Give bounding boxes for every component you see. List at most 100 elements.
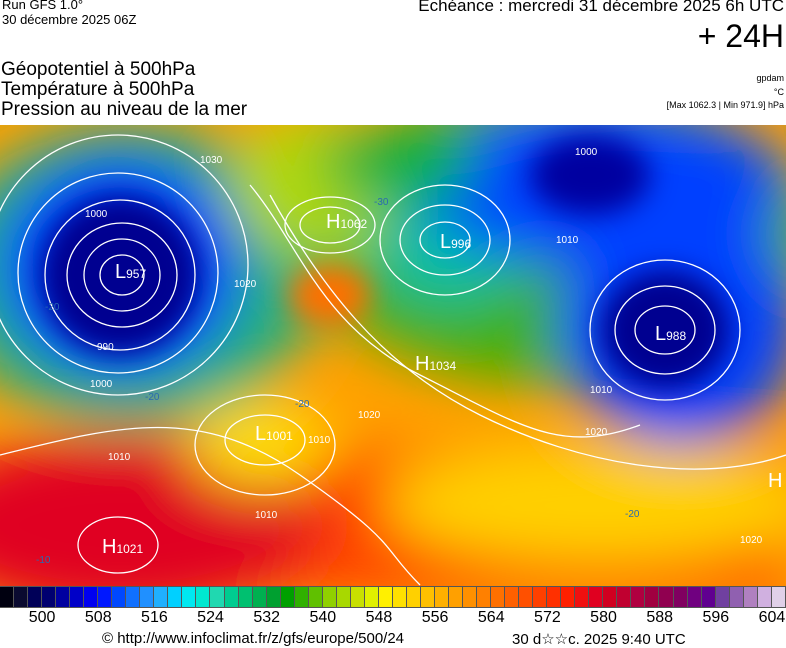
isobar-label: 1000 (90, 379, 113, 390)
colorbar-swatch (14, 587, 29, 607)
colorbar-swatch (238, 587, 253, 607)
colorbar-tick-label: 564 (477, 609, 505, 626)
isobar-label: 1010 (108, 452, 131, 463)
low-center: L988 (655, 323, 686, 345)
colorbar-swatch (210, 587, 225, 607)
pressure-range: [Max 1062.3 | Min 971.9] hPa (666, 100, 784, 110)
isobar-label: 990 (97, 342, 114, 353)
colorbar (0, 586, 786, 608)
colorbar-tick-label: 572 (534, 609, 561, 626)
colorbar-tick-label: 524 (197, 609, 224, 626)
source-url: © http://www.infoclimat.fr/z/gfs/europe/… (102, 630, 405, 647)
title-geopotential: Géopotentiel à 500hPa (1, 59, 196, 80)
colorbar-swatch (322, 587, 337, 607)
colorbar-swatch (547, 587, 562, 607)
colorbar-swatch (561, 587, 576, 607)
colorbar-swatch (70, 587, 85, 607)
colorbar-swatch (56, 587, 71, 607)
colorbar-swatch (168, 587, 183, 607)
high-center: H (768, 470, 782, 492)
colorbar-swatch (603, 587, 618, 607)
colorbar-swatch (126, 587, 141, 607)
colorbar-swatch (224, 587, 239, 607)
isobar-label: 1000 (85, 209, 108, 220)
isobar-label: 1000 (575, 147, 598, 158)
colorbar-swatch (771, 587, 786, 607)
colorbar-swatch (42, 587, 57, 607)
isotherm-label: -20 (45, 302, 60, 313)
colorbar-swatch (182, 587, 197, 607)
colorbar-swatch (434, 587, 449, 607)
colorbar-swatch (477, 587, 492, 607)
colorbar-tick-label: 532 (253, 609, 281, 626)
title-pressure: Pression au niveau de la mer (1, 99, 248, 120)
colorbar-swatch (280, 587, 295, 607)
colorbar-swatch (392, 587, 407, 607)
colorbar-swatch (463, 587, 478, 607)
colorbar-swatch (645, 587, 660, 607)
colorbar-swatch (0, 587, 15, 607)
colorbar-tick-label: 508 (84, 609, 112, 626)
low-center: L996 (440, 231, 471, 253)
colorbar-swatch (406, 587, 421, 607)
colorbar-swatch (533, 587, 548, 607)
colorbar-swatch (350, 587, 365, 607)
colorbar-swatch (757, 587, 772, 607)
colorbar-tick-label: 556 (421, 609, 449, 626)
colorbar-swatch (378, 587, 393, 607)
isobar-label: 1010 (255, 510, 278, 521)
colorbar-tick-label: 596 (702, 609, 730, 626)
colorbar-swatch (420, 587, 435, 607)
colorbar-swatch (687, 587, 702, 607)
isobar-label: 1020 (740, 535, 763, 546)
low-center: L957 (115, 261, 146, 283)
colorbar-swatch (449, 587, 464, 607)
colorbar-tick-label: 500 (28, 609, 56, 626)
units: gpdam °C [Max 1062.3 | Min 971.9] hPa (667, 72, 784, 113)
colorbar-swatch (140, 587, 155, 607)
colorbar-tick-label: 548 (365, 609, 393, 626)
isobar-label: 1010 (590, 385, 613, 396)
isotherm-label: -20 (295, 399, 310, 410)
lead-time: + 24H (697, 18, 784, 54)
isotherm-labels: -20 -30 -20 -20 -20 -10 (36, 197, 640, 566)
colorbar-tick-label: 588 (646, 609, 674, 626)
isobar-label: 1030 (200, 155, 223, 166)
colorbar-swatch (575, 587, 590, 607)
isobar-label: 1020 (234, 279, 257, 290)
isotherm-label: -20 (625, 509, 640, 520)
colorbar-tick-label: 516 (141, 609, 168, 626)
isotherm-label: -10 (36, 555, 51, 566)
colorbar-swatch (631, 587, 646, 607)
colorbar-swatch (715, 587, 730, 607)
run-info: Run GFS 1.0° 30 décembre 2025 06Z (2, 0, 136, 27)
colorbar-tick-label: 540 (309, 609, 337, 626)
colorbar-swatch (743, 587, 758, 607)
isobar-label: 1010 (556, 235, 579, 246)
colorbar-tick-label: 604 (758, 609, 786, 626)
isobar-label: 1010 (308, 435, 331, 446)
colorbar-swatch (266, 587, 281, 607)
isobar-label: 1020 (585, 427, 608, 438)
colorbar-swatch (28, 587, 43, 607)
low-center: L1001 (255, 423, 293, 445)
colorbar-swatch (659, 587, 674, 607)
map-titles: Géopotentiel à 500hPa Température à 500h… (1, 60, 247, 120)
run-date: 30 décembre 2025 06Z (2, 12, 137, 27)
title-temperature: Température à 500hPa (1, 79, 195, 100)
high-center: H1021 (102, 536, 143, 558)
pressure-centers: L957 H1062 L996 L988 H1034 L1001 H1021 H (102, 211, 782, 558)
unit-geopotential: gpdam (756, 73, 784, 83)
unit-temperature: °C (773, 86, 784, 97)
isotherm-label: -30 (374, 197, 389, 208)
valid-time: Echéance : mercredi 31 décembre 2025 6h … (418, 0, 784, 15)
colorbar-swatch (308, 587, 323, 607)
colorbar-swatch (84, 587, 99, 607)
isobars (0, 134, 786, 586)
colorbar-swatch (673, 587, 688, 607)
colorbar-ticks: 500 508 516 524 532 540 548 556 564 572 580 588 596 6… (0, 609, 786, 629)
colorbar-swatch (112, 587, 127, 607)
colorbar-swatch (617, 587, 632, 607)
isobar-labels: 1000 990 1010 1020 1030 1000 1010 1010 1… (85, 147, 763, 546)
weather-map: L957 H1062 L996 L988 H1034 L1001 H1021 H… (0, 125, 786, 586)
